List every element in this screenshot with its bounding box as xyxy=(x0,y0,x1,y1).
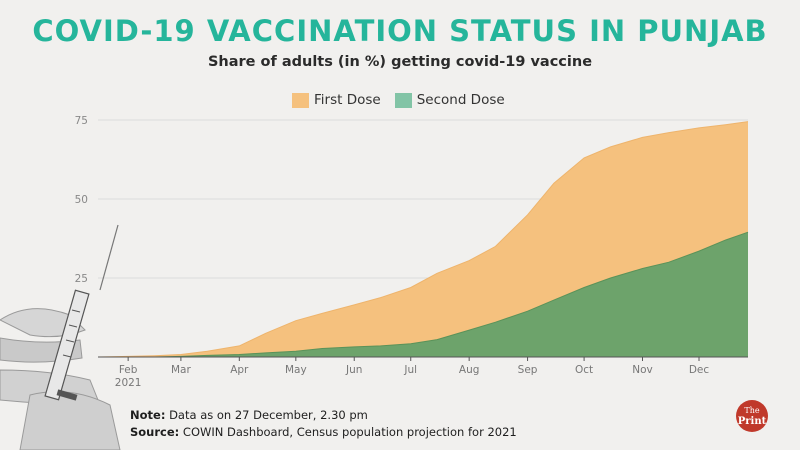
logo-line1: The xyxy=(744,406,760,415)
chart-subtitle: Share of adults (in %) getting covid-19 … xyxy=(207,54,593,70)
legend-label-first-dose: First Dose xyxy=(314,92,381,108)
area-first-dose-line xyxy=(97,121,749,358)
area-second-dose xyxy=(98,232,748,357)
legend-item-second-dose: Second Dose xyxy=(394,92,505,108)
x-tick-label-mar: Mar xyxy=(171,364,191,376)
y-tick-label-75: 75 xyxy=(75,115,88,127)
note-line: Note: Data as on 27 December, 2.30 pm xyxy=(130,407,517,424)
theprint-logo: The Print xyxy=(736,400,768,432)
x-tick-label-jun: Jun xyxy=(345,364,362,376)
x-tick-label-feb: Feb xyxy=(119,364,138,376)
x-tick-label-sep: Sep xyxy=(518,364,538,376)
note-label: Note: xyxy=(130,408,166,422)
source-label: Source: xyxy=(130,425,180,439)
source-line: Source: COWIN Dashboard, Census populati… xyxy=(130,424,517,441)
chart-title: COVID-19 VACCINATION STATUS IN PUNJAB xyxy=(32,14,768,48)
syringe-hand-icon xyxy=(0,224,121,450)
x-tick-sublabel-2021: 2021 xyxy=(115,377,142,389)
legend-swatch-second-dose xyxy=(394,92,412,108)
x-tick-label-dec: Dec xyxy=(689,364,710,376)
area-second-dose-line xyxy=(98,231,749,358)
legend-swatch-first-dose xyxy=(292,92,309,108)
legend-label-second-dose: Second Dose xyxy=(416,92,505,108)
note-text: Data as on 27 December, 2.30 pm xyxy=(165,408,368,422)
note-block: Note: Data as on 27 December, 2.30 pm So… xyxy=(130,407,517,441)
x-tick-label-aug: Aug xyxy=(459,364,480,376)
x-tick-label-oct: Oct xyxy=(575,364,593,376)
legend-item-first-dose: First Dose xyxy=(292,92,381,108)
y-tick-label-25: 25 xyxy=(75,273,88,285)
x-tick-label-jul: Jul xyxy=(403,364,417,376)
y-tick-label-50: 50 xyxy=(75,194,88,206)
legend: First Dose Second Dose xyxy=(292,91,519,109)
x-tick-label-may: May xyxy=(285,364,307,376)
logo-line2: Print xyxy=(737,416,767,427)
x-tick-label-nov: Nov xyxy=(632,364,653,376)
x-tick-label-apr: Apr xyxy=(230,364,249,376)
source-text: COWIN Dashboard, Census population proje… xyxy=(179,425,517,439)
